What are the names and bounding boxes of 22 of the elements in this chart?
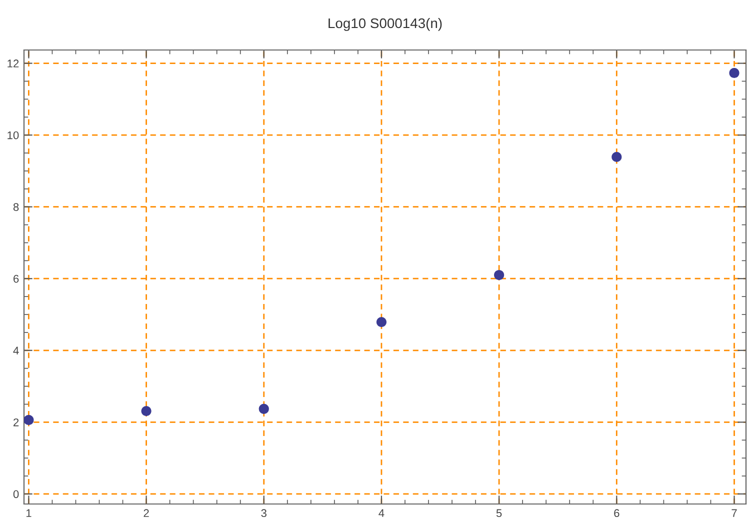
point	[258, 404, 269, 414]
x-tick-label: 1	[26, 509, 32, 517]
y-tick-label: 2	[14, 418, 19, 426]
x-tick-label: 6	[614, 509, 620, 518]
y-tick-label: 4	[13, 346, 19, 354]
point	[494, 270, 504, 280]
y-tick-label: 12	[8, 60, 19, 68]
point	[729, 68, 740, 78]
x-tick-label: 4	[378, 509, 384, 517]
point	[141, 406, 152, 416]
x-tick-label: 5	[496, 509, 502, 518]
x-tick-label: 3	[261, 509, 266, 518]
point	[612, 152, 622, 162]
y-tick-label: 10	[8, 131, 19, 140]
chart-title: Log10 S000143(n)	[328, 18, 442, 31]
x-tick-label: 2	[144, 509, 149, 517]
y-tick-label: 8	[13, 203, 19, 211]
x-tick-label: 7	[732, 509, 737, 517]
point	[376, 316, 387, 328]
y-tick-label: 6	[14, 274, 19, 283]
point	[24, 414, 34, 426]
y-tick-label: 0	[13, 490, 19, 498]
